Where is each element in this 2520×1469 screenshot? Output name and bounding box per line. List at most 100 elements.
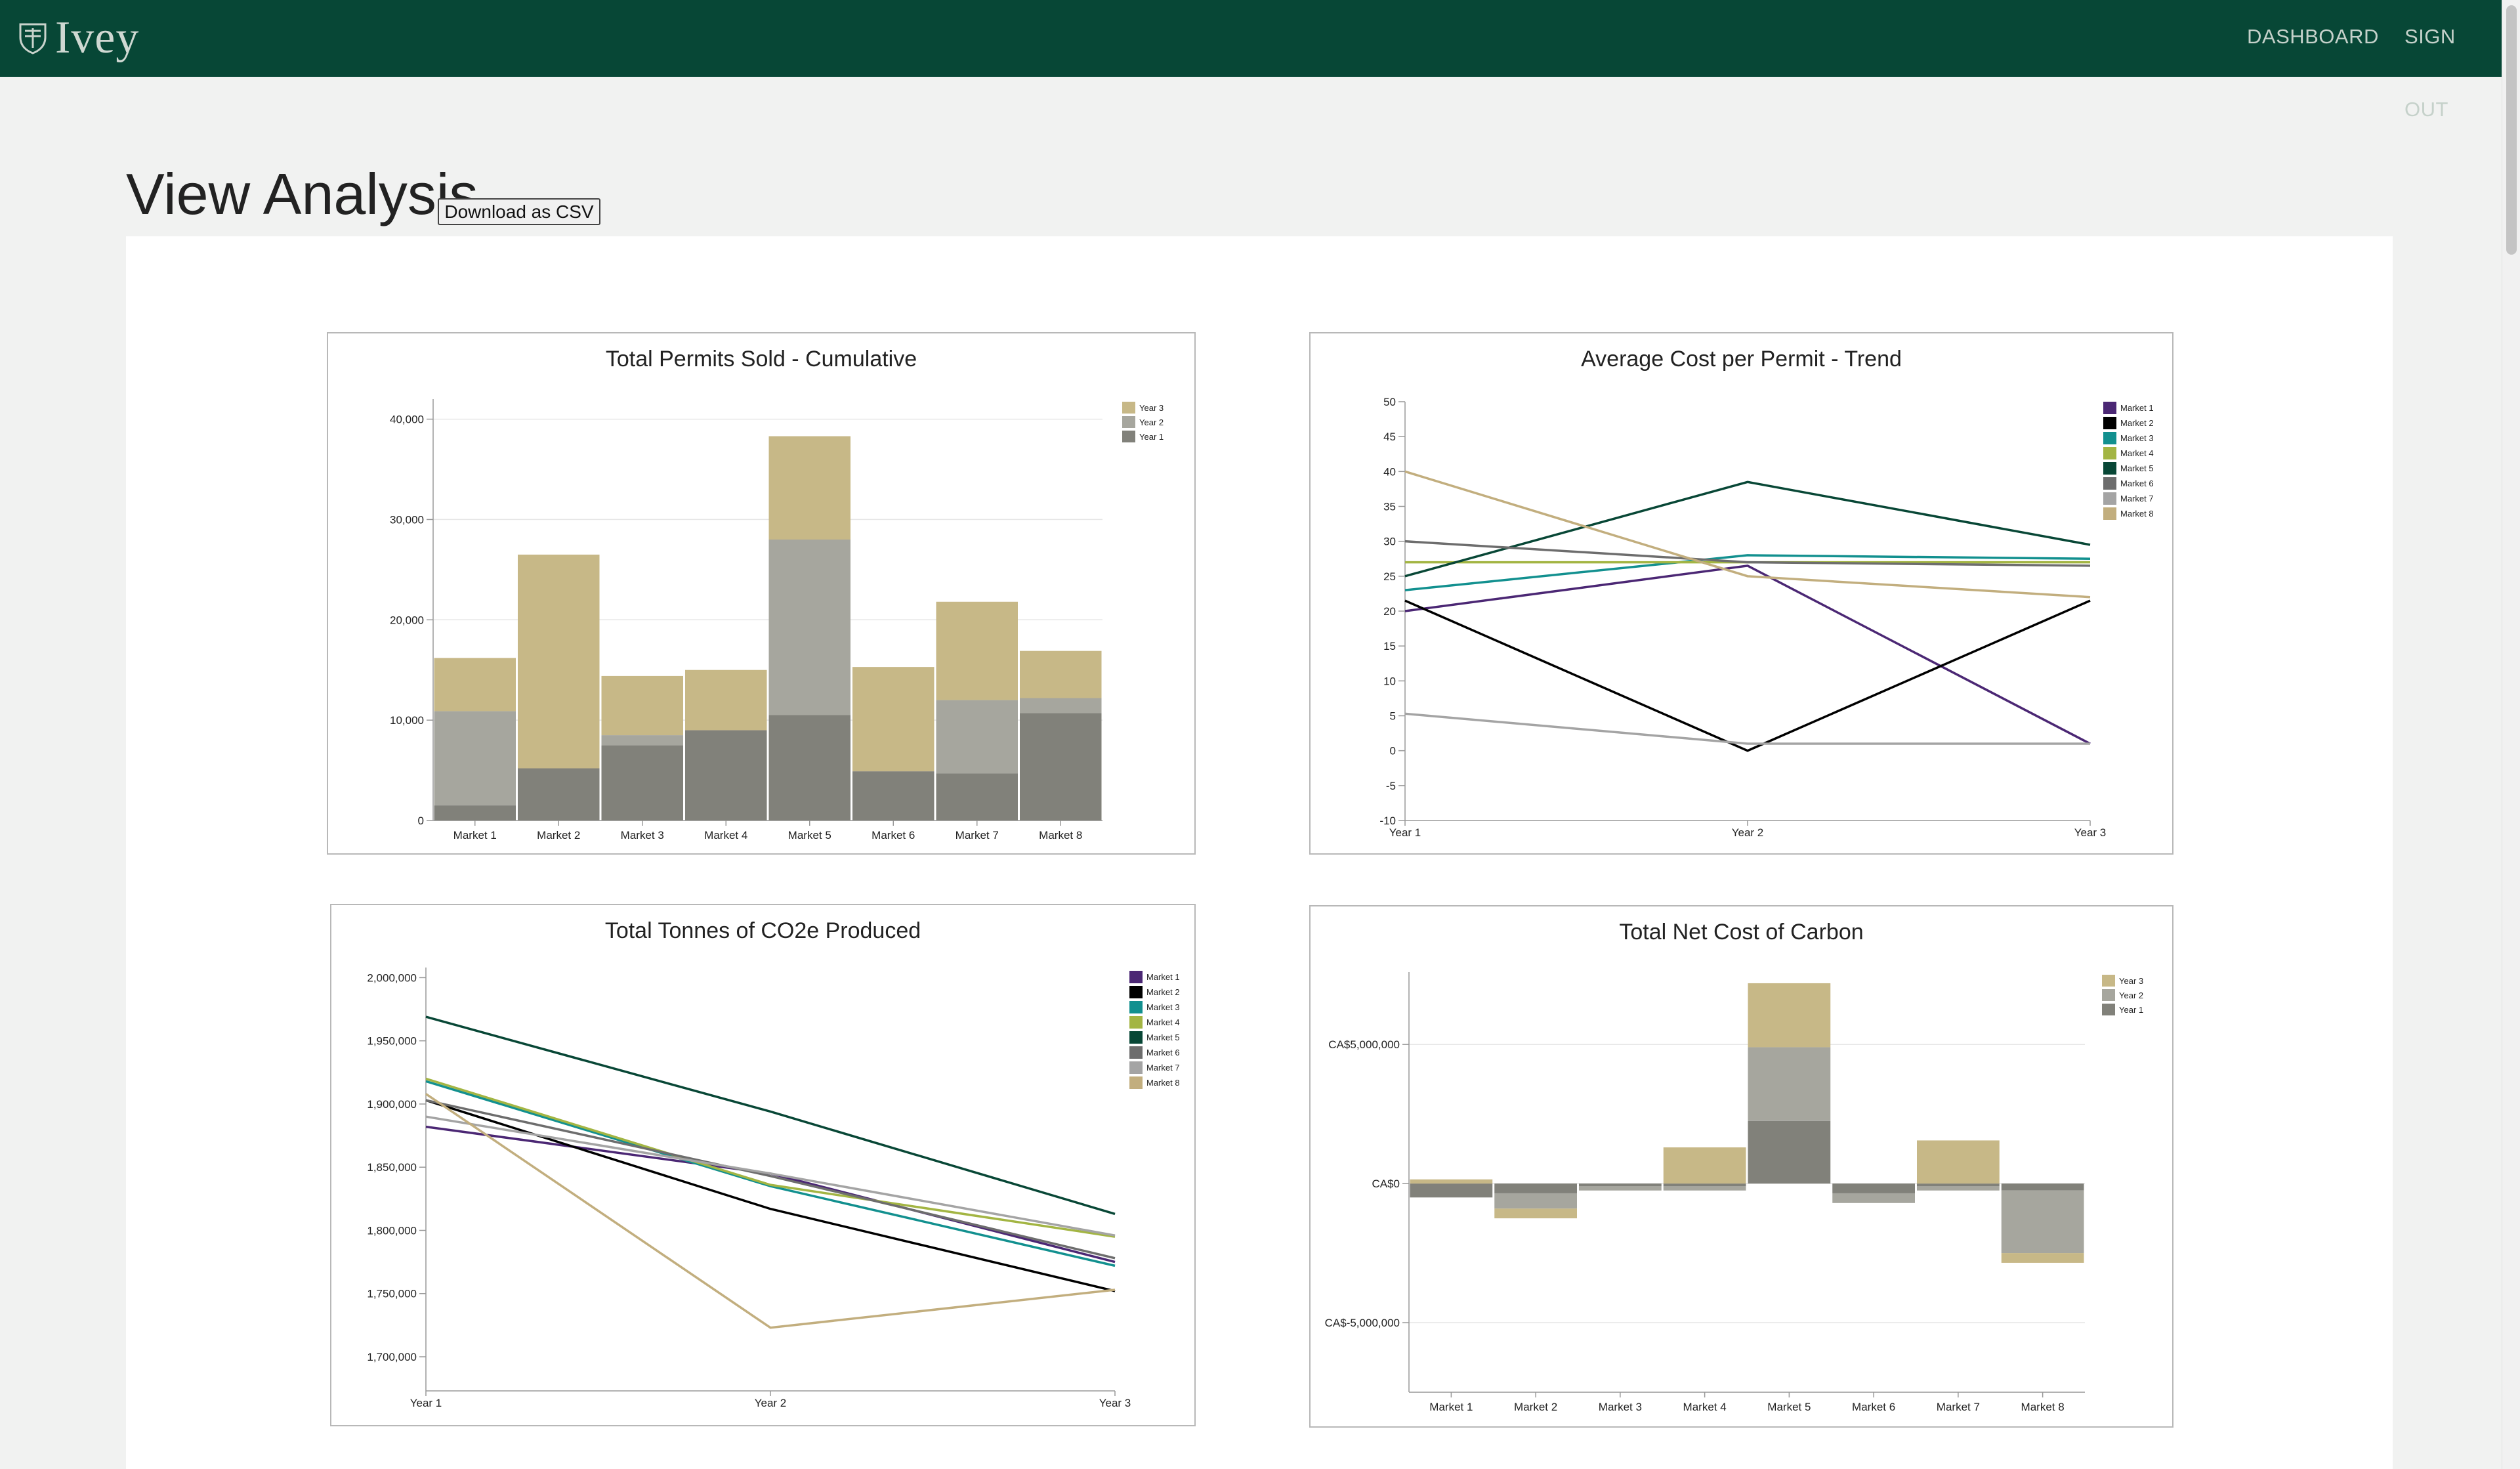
- bar-year-1: [1579, 1183, 1662, 1187]
- y-tick-label: 2,000,000: [367, 971, 417, 984]
- legend-label: Market 4: [2120, 448, 2154, 458]
- y-tick-label: 35: [1383, 501, 1396, 513]
- legend-swatch: [1129, 1031, 1143, 1044]
- x-tick-label: Market 8: [2021, 1401, 2065, 1413]
- y-tick-label: CA$5,000,000: [1328, 1038, 1400, 1051]
- series-line-market-3: [425, 1080, 1116, 1267]
- nav-sign-out-link[interactable]: SIGN OUT: [2404, 25, 2456, 121]
- legend-swatch: [1129, 1001, 1143, 1013]
- x-tick-label: Market 1: [1429, 1401, 1473, 1413]
- series-line-market-5: [1404, 480, 2091, 578]
- legend-label: Market 5: [2120, 463, 2154, 473]
- y-tick-label: 40,000: [390, 414, 424, 426]
- series-line-market-6: [1404, 540, 2091, 567]
- legend-swatch: [1122, 402, 1135, 414]
- top-nav-bar: Ivey DASHBOARD SIGN OUT: [0, 0, 2502, 121]
- x-tick-label: Market 6: [1852, 1401, 1895, 1413]
- y-tick-label: 50: [1383, 396, 1396, 408]
- y-tick-label: 0: [418, 815, 424, 827]
- page-title: View Analysis: [126, 161, 478, 226]
- bar-year-1: [601, 745, 683, 820]
- legend-label: Market 7: [2120, 494, 2154, 503]
- bar-year-3: [2001, 1253, 2084, 1263]
- legend-label: Market 2: [1146, 987, 1180, 997]
- y-tick-label: 15: [1383, 640, 1396, 652]
- x-tick-label: Market 1: [453, 829, 497, 841]
- legend-label: Year 1: [1139, 432, 1164, 442]
- legend-label: Market 7: [1146, 1063, 1180, 1073]
- chart-avg-cost-per-permit: Average Cost per Permit - Trend -10 -5 0 5 1…: [1309, 332, 2174, 855]
- bar-year-2: [936, 700, 1018, 774]
- chart-net-cost-of-carbon: Total Net Cost of Carbon CA$-5,000,000 CA…: [1309, 905, 2174, 1428]
- y-tick-label: 1,950,000: [367, 1035, 417, 1048]
- analysis-panel: Total Permits Sold - Cumulative 0 10,000 2…: [126, 236, 2393, 1469]
- bar-year-2: [1579, 1186, 1662, 1191]
- chart-co2-svg: 1,700,000 1,750,000 1,800,000 1,850,000 1,90…: [367, 968, 1180, 1409]
- bar-year-1: [936, 773, 1018, 820]
- shield-icon: [19, 23, 47, 54]
- nav-dashboard-link[interactable]: DASHBOARD: [2247, 25, 2379, 48]
- legend-swatch: [2103, 432, 2116, 444]
- bar-year-3: [1663, 1147, 1746, 1184]
- series-line-market-4: [425, 1077, 1116, 1238]
- y-tick-label: 1,750,000: [367, 1288, 417, 1300]
- download-csv-button[interactable]: Download as CSV: [438, 198, 600, 225]
- bar-year-3: [601, 675, 683, 736]
- chart-title: Average Cost per Permit - Trend: [1581, 347, 1902, 372]
- legend-label: Market 1: [2120, 403, 2154, 413]
- series-line-market-2: [1404, 599, 2091, 752]
- legend-swatch: [2102, 975, 2115, 987]
- y-tick-label: 20: [1383, 605, 1396, 618]
- chart-title: Total Net Cost of Carbon: [1619, 920, 1864, 945]
- legend-swatch: [1129, 1046, 1143, 1059]
- x-tick-label: Market 6: [872, 829, 915, 841]
- legend-swatch: [2102, 1004, 2115, 1015]
- x-tick-label: Market 7: [956, 829, 999, 841]
- bar-year-3: [1917, 1140, 2000, 1184]
- legend-label: Year 3: [1139, 403, 1164, 413]
- bar-year-2: [1663, 1186, 1746, 1191]
- bar-year-3: [768, 436, 850, 540]
- bar-year-1: [1410, 1183, 1493, 1198]
- y-tick-label: CA$0: [1372, 1178, 1400, 1190]
- legend-label: Market 2: [2120, 418, 2154, 428]
- series-line-market-3: [1404, 554, 2091, 591]
- series-line-market-6: [425, 1099, 1116, 1260]
- x-tick-label: Year 1: [1389, 826, 1421, 839]
- bar-year-1: [518, 768, 600, 820]
- page-scrollbar[interactable]: [2502, 0, 2520, 1469]
- bar-year-2: [601, 735, 683, 746]
- y-tick-label: 20,000: [390, 614, 424, 626]
- legend-swatch: [1129, 971, 1143, 983]
- bar-year-2: [1917, 1186, 2000, 1191]
- ivey-logo[interactable]: Ivey: [18, 12, 139, 64]
- bar-year-1: [1748, 1120, 1831, 1184]
- y-tick-label: 30: [1383, 536, 1396, 548]
- legend-swatch: [1122, 431, 1135, 442]
- legend-swatch: [1129, 986, 1143, 998]
- legend-label: Market 6: [2120, 479, 2154, 488]
- legend-label: Market 4: [1146, 1017, 1180, 1027]
- legend-label: Market 3: [1146, 1002, 1180, 1012]
- bar-year-1: [852, 771, 934, 820]
- bar-year-1: [1020, 713, 1102, 820]
- y-tick-label: 10: [1383, 675, 1396, 687]
- series-line-market-2: [425, 1099, 1116, 1292]
- bar-year-3: [518, 554, 600, 769]
- series-line-market-1: [1404, 564, 2091, 745]
- bar-year-3: [852, 667, 934, 772]
- bar-year-2: [768, 540, 850, 715]
- legend-swatch: [2103, 492, 2116, 505]
- x-tick-label: Year 1: [410, 1397, 442, 1409]
- scrollbar-thumb[interactable]: [2506, 5, 2517, 255]
- x-tick-label: Year 2: [1732, 826, 1764, 839]
- legend-label: Year 1: [2119, 1005, 2143, 1015]
- bar-year-2: [1748, 1047, 1831, 1121]
- chart-permits-svg: 0 10,000 20,000 30,000 40,000 Market 1 Market …: [390, 399, 1164, 841]
- legend-label: Year 3: [2119, 976, 2143, 986]
- bar-year-3: [1020, 650, 1102, 698]
- legend-swatch: [2103, 462, 2116, 475]
- series-line-market-7: [1404, 712, 2090, 745]
- bar-year-1: [1917, 1183, 2000, 1187]
- legend-swatch: [1129, 1016, 1143, 1029]
